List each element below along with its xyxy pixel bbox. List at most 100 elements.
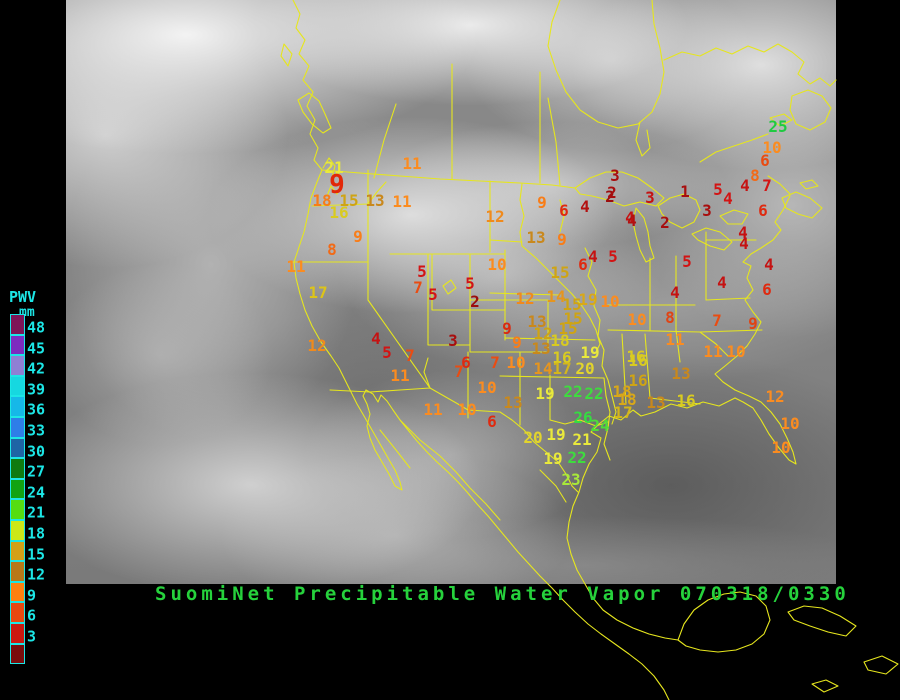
coastline-atlantic: [566, 195, 797, 641]
station-pwv-value: 14: [546, 287, 566, 306]
station-pwv-value: 3: [448, 331, 458, 350]
station-pwv-value: 12: [765, 387, 785, 406]
station-pwv-value: 22: [567, 448, 587, 467]
station-pwv-value: 19: [535, 384, 555, 403]
station-pwv-value: 18: [617, 390, 637, 409]
station-pwv-value: 6: [461, 353, 471, 372]
legend-tick-label: 33: [27, 421, 46, 440]
station-pwv-value: 8: [665, 308, 675, 327]
station-pwv-value: 10: [762, 138, 782, 157]
station-pwv-value: 3: [610, 166, 620, 185]
station-pwv-value: 7: [712, 311, 722, 330]
legend-tick-label: 6: [27, 606, 37, 625]
station-pwv-value: 20: [523, 428, 543, 447]
legend-tick-label: 45: [27, 339, 46, 358]
station-pwv-value: 4: [723, 189, 733, 208]
station-pwv-value: 12: [515, 289, 535, 308]
station-pwv-value: 4: [625, 208, 635, 227]
legend-swatch-min: [10, 643, 25, 665]
station-pwv-value: 19: [580, 343, 600, 362]
station-pwv-value: 3: [702, 201, 712, 220]
legend-swatch-36: [10, 396, 25, 417]
station-pwv-value: 7: [413, 278, 423, 297]
station-pwv-value: 6: [758, 201, 768, 220]
legend-swatch-3: [10, 623, 25, 644]
legend-swatch-21: [10, 499, 25, 520]
legend-swatch-9: [10, 581, 25, 603]
station-pwv-value: 22: [584, 384, 604, 403]
station-pwv-value: 4: [739, 234, 749, 253]
station-pwv-value: 20: [575, 359, 595, 378]
station-pwv-value: 11: [703, 342, 723, 361]
station-pwv-value: 8: [750, 166, 760, 185]
station-pwv-value: 5: [465, 274, 475, 293]
station-pwv-value: 10: [627, 310, 647, 329]
station-pwv-value: 4: [627, 211, 637, 230]
station-pwv-value: 15: [558, 319, 578, 338]
legend-tick-label: 9: [27, 586, 37, 605]
legend-swatch-15: [10, 540, 25, 562]
station-pwv-value: 12: [533, 324, 553, 343]
legend-swatch-39: [10, 375, 25, 397]
station-pwv-value: 2: [660, 213, 670, 232]
legend-tick-label: 3: [27, 627, 37, 646]
station-pwv-value: 10: [600, 292, 620, 311]
station-pwv-value: 5: [417, 262, 427, 281]
station-pwv-value: 5: [428, 285, 438, 304]
legend-swatch-42: [10, 355, 25, 376]
station-pwv-value: 10: [726, 342, 746, 361]
station-pwv-value: 14: [533, 359, 553, 378]
station-pwv-value: 4: [371, 329, 381, 348]
station-pwv-value: 26: [573, 408, 593, 427]
legend-swatch-33: [10, 417, 25, 438]
station-pwv-value: 13: [527, 312, 547, 331]
station-pwv-value: 16: [676, 391, 696, 410]
legend-tick-label: 12: [27, 565, 46, 584]
station-pwv-value: 13: [671, 364, 691, 383]
legend-tick-label: 18: [27, 524, 46, 543]
coastline-pacific: [280, 0, 670, 700]
state-borders-east: [607, 231, 763, 405]
station-pwv-value: 9: [353, 227, 363, 246]
station-pwv-value: 15: [563, 309, 583, 328]
station-pwv-value: 13: [503, 393, 523, 412]
station-pwv-value: 17: [552, 359, 572, 378]
station-pwv-value: 18: [612, 382, 632, 401]
station-pwv-value: 13: [526, 228, 546, 247]
state-borders-west: [292, 169, 551, 426]
state-borders-central: [489, 183, 617, 461]
station-pwv-value: 2: [470, 292, 480, 311]
station-pwv-value: 23: [561, 470, 581, 489]
station-pwv-value: 17: [613, 403, 633, 422]
canada-borders: [321, 63, 576, 189]
station-pwv-value: 11: [286, 257, 306, 276]
legend-tick-label: 48: [27, 318, 46, 337]
station-pwv-value: 8: [327, 240, 337, 259]
station-pwv-value: 13: [531, 339, 551, 358]
station-pwv-value: 11: [390, 366, 410, 385]
legend-title: PWV: [9, 288, 37, 306]
station-pwv-value: 2: [607, 183, 617, 202]
station-pwv-value: 25: [768, 117, 788, 136]
station-pwv-value: 4: [764, 255, 774, 274]
station-pwv-value: 7: [762, 176, 772, 195]
great-lakes: [442, 171, 749, 295]
station-pwv-value: 10: [771, 438, 791, 457]
legend-swatch-12: [10, 561, 25, 582]
station-pwv-value: 19: [543, 449, 563, 468]
station-pwv-value: 6: [559, 201, 569, 220]
station-pwv-value: 4: [588, 247, 598, 266]
station-pwv-value: 11: [392, 192, 412, 211]
station-pwv-value: 4: [580, 197, 590, 216]
legend-tick-label: 39: [27, 380, 46, 399]
station-pwv-value: 7: [490, 353, 500, 372]
station-pwv-value: 16: [552, 348, 572, 367]
hudson-bay-coast: [547, 0, 837, 219]
station-pwv-value: 9: [557, 230, 567, 249]
legend-tick-label: 27: [27, 462, 46, 481]
station-pwv-value: 2: [605, 187, 615, 206]
legend-tick-label: 21: [27, 503, 46, 522]
station-pwv-value: 24: [590, 416, 610, 435]
